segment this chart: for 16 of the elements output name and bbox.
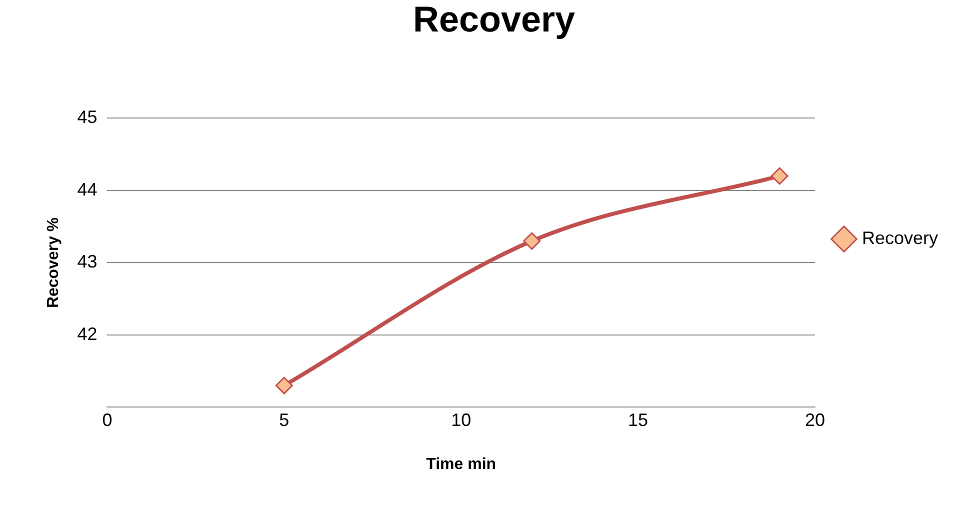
x-axis-title: Time min xyxy=(426,456,496,473)
y-tick-label: 43 xyxy=(77,252,98,272)
point xyxy=(770,167,788,185)
chart-title: Recovery xyxy=(412,0,576,40)
y-tick-label: 45 xyxy=(77,107,98,128)
x-tick-label: 10 xyxy=(451,410,472,430)
y-tick-label: 44 xyxy=(77,179,98,200)
point xyxy=(275,376,293,394)
point xyxy=(523,232,541,250)
x-tick-label: 20 xyxy=(804,410,825,430)
x-tick-label: 15 xyxy=(628,410,648,430)
y-tick-label: 42 xyxy=(77,324,98,344)
x-tick-label: 0 xyxy=(102,410,112,430)
x-tick-label: 5 xyxy=(279,410,290,430)
legend-label: Recovery xyxy=(862,228,938,248)
y-axis-title: Recovery % xyxy=(45,217,62,308)
